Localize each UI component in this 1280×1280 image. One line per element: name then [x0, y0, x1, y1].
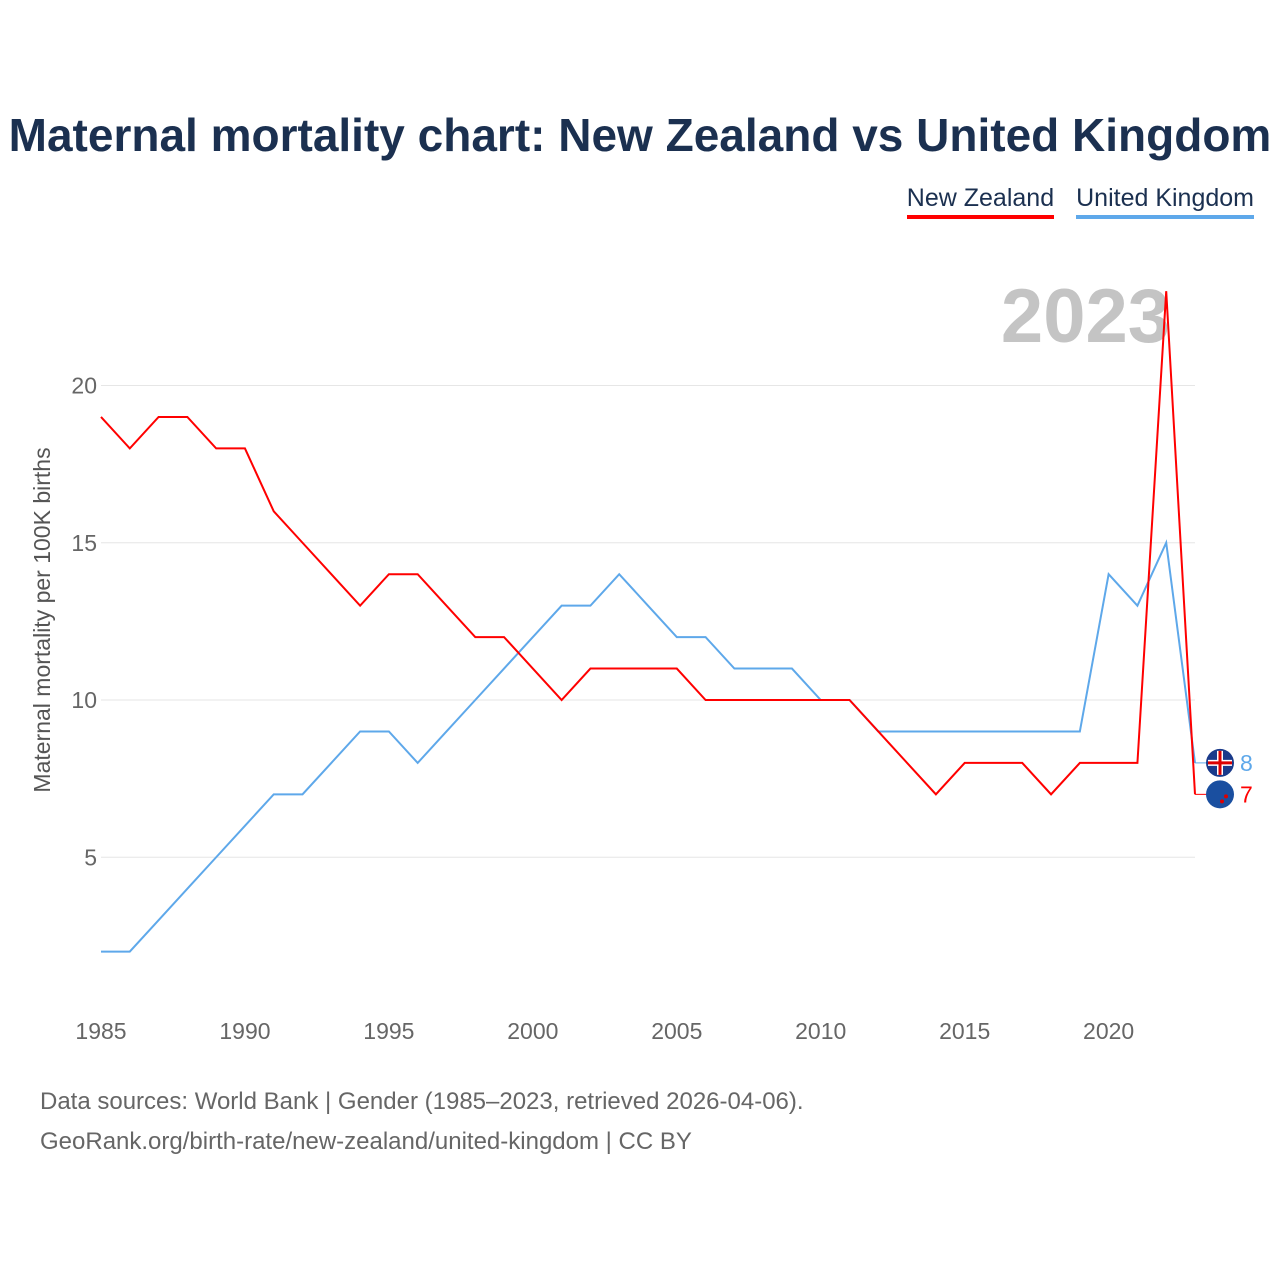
year-label: 2023: [1001, 274, 1170, 359]
chart-title: Maternal mortality chart: New Zealand vs…: [8, 109, 1272, 161]
end-value-label: 8: [1240, 750, 1253, 776]
uk-cross-icon: [1208, 750, 1232, 775]
new-zealand-flag-icon: [1206, 780, 1234, 809]
x-tick-label: 2005: [651, 1018, 702, 1044]
end-value-label: 7: [1240, 781, 1253, 807]
y-tick-label: 5: [84, 844, 97, 870]
series-line-united-kingdom: [101, 539, 1196, 953]
nz-star-icon: [1224, 794, 1228, 799]
y-tick-label: 15: [71, 530, 97, 556]
source-url[interactable]: GeoRank.org/birth-rate/new-zealand/unite…: [40, 1128, 692, 1155]
x-tick-label: 2020: [1083, 1018, 1134, 1044]
x-tick-label: 2015: [939, 1018, 990, 1044]
legend-united-kingdom[interactable]: United Kingdom: [1076, 184, 1254, 219]
x-tick-label: 2000: [507, 1018, 558, 1044]
x-tick-label: 1985: [75, 1018, 126, 1044]
series-line-new-zealand: [100, 291, 1196, 796]
legend: New Zealand United Kingdom: [906, 184, 1254, 219]
source-text: Data sources: World Bank | Gender (1985–…: [40, 1088, 804, 1115]
legend-new-zealand[interactable]: New Zealand: [906, 184, 1055, 219]
x-tick-label: 2010: [795, 1018, 846, 1044]
nz-star-icon: [1220, 799, 1224, 804]
y-axis-label: Maternal mortality per 100K births: [29, 447, 55, 792]
y-tick-label: 10: [71, 687, 97, 713]
x-tick-label: 1990: [219, 1018, 270, 1044]
y-tick-label: 20: [71, 373, 97, 399]
x-tick-label: 1995: [363, 1018, 414, 1044]
